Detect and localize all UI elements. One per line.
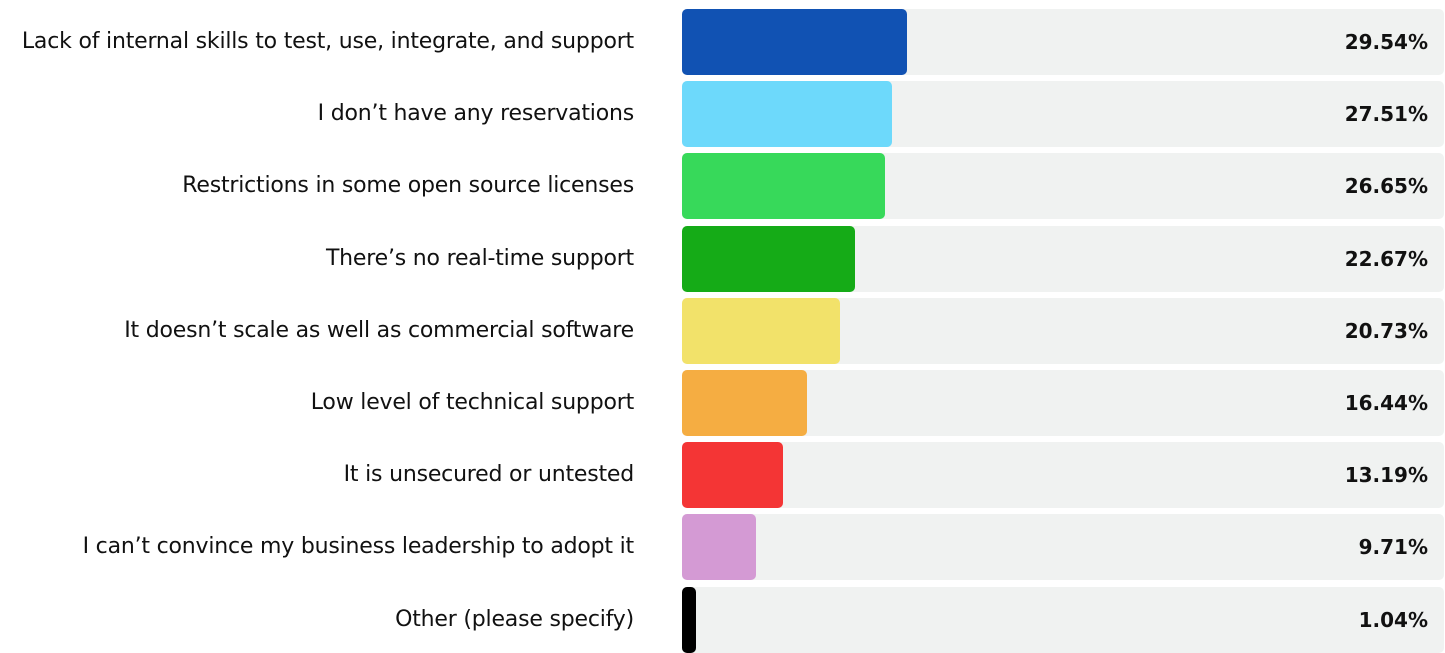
value-label: 27.51% (1344, 102, 1428, 127)
chart-row: Other (please specify) 1.04% (0, 586, 1445, 653)
value-label: 9.71% (1358, 535, 1428, 560)
category-label: Other (please specify) (395, 606, 634, 632)
value-label: 13.19% (1344, 463, 1428, 488)
bar-track: 20.73% (682, 297, 1444, 364)
value-label: 1.04% (1358, 607, 1428, 632)
category-label: There’s no real-time support (325, 245, 634, 271)
category-label: Restrictions in some open source license… (182, 173, 634, 199)
chart-row: Restrictions in some open source license… (0, 153, 1445, 220)
bar (682, 81, 892, 148)
bar (682, 225, 855, 292)
bar (682, 586, 696, 653)
category-label: It doesn’t scale as well as commercial s… (124, 317, 634, 343)
bar-track: 22.67% (682, 225, 1444, 292)
value-label: 16.44% (1344, 391, 1428, 415)
chart-row: There’s no real-time support 22.67% (0, 225, 1445, 292)
bar-track: 16.44% (682, 370, 1444, 436)
category-label: Low level of technical support (310, 390, 634, 415)
value-label: 26.65% (1344, 174, 1428, 199)
value-label: 20.73% (1344, 318, 1428, 343)
bar-track: 27.51% (682, 81, 1444, 148)
bar (682, 442, 783, 509)
chart-row: Low level of technical support 16.44% (0, 370, 1445, 436)
category-label: I don’t have any reservations (317, 101, 635, 127)
bar-track: 13.19% (682, 442, 1444, 509)
category-label: Lack of internal skills to test, use, in… (21, 29, 634, 54)
bar-track: 29.54% (682, 9, 1444, 75)
chart-row: It doesn’t scale as well as commercial s… (0, 297, 1445, 364)
value-label: 22.67% (1344, 246, 1428, 271)
bar (682, 9, 908, 75)
category-label: I can’t convince my business leadership … (82, 534, 635, 560)
bar-track: 1.04% (682, 586, 1444, 653)
bar-track: 9.71% (682, 514, 1444, 581)
chart-row: I can’t convince my business leadership … (0, 514, 1445, 581)
bar (682, 514, 756, 581)
bar (682, 297, 840, 364)
chart-row: Lack of internal skills to test, use, in… (0, 9, 1445, 75)
category-label: It is unsecured or untested (343, 462, 635, 488)
value-label: 29.54% (1344, 30, 1428, 54)
bar (682, 370, 808, 436)
bar (682, 153, 886, 220)
chart-row: I don’t have any reservations 27.51% (0, 81, 1445, 148)
chart-row: It is unsecured or untested 13.19% (0, 442, 1445, 509)
bar-track: 26.65% (682, 153, 1444, 220)
